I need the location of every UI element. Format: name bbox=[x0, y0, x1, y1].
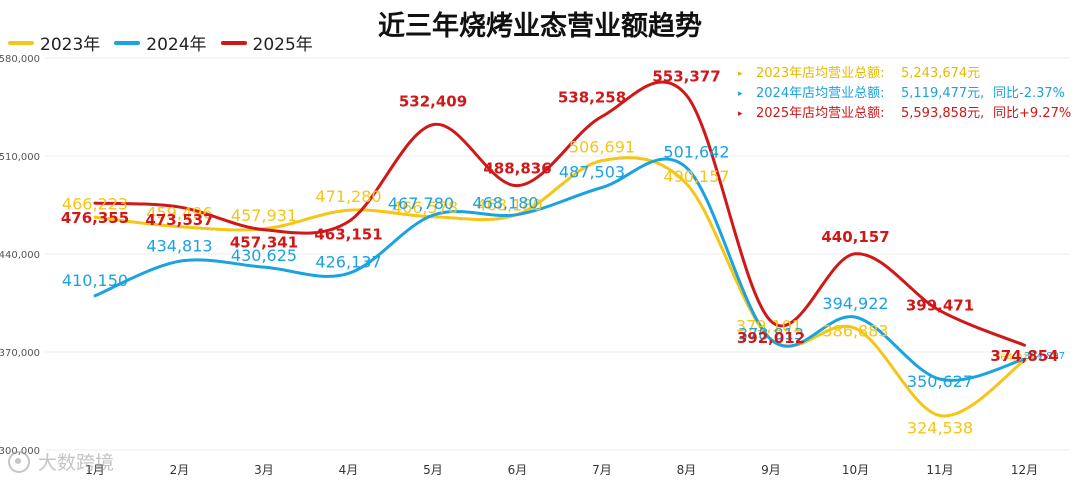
data-label: 386,883 bbox=[822, 321, 888, 340]
y-tick-label: 580,000 bbox=[0, 54, 40, 65]
series-line-2025年 bbox=[93, 80, 1026, 347]
total-row-2024: ▸ 2024年店均营业总额: 5,119,477元, 同比-2.37% bbox=[738, 84, 1071, 104]
x-tick-label: 2月 bbox=[170, 463, 190, 477]
data-label: 399,471 bbox=[906, 297, 974, 315]
watermark-text: 大数跨境 bbox=[38, 452, 115, 474]
data-label: 426,137 bbox=[315, 252, 381, 271]
data-label: 468,180 bbox=[476, 196, 542, 215]
legend-item-2023[interactable]: 2023年 bbox=[8, 30, 100, 55]
data-label: 440,157 bbox=[821, 228, 889, 246]
x-tick-label: 8月 bbox=[677, 463, 697, 477]
total-label: 2025年店均营业总额: bbox=[756, 106, 885, 121]
x-tick-label: 4月 bbox=[339, 463, 359, 477]
data-label: 466,578 bbox=[392, 198, 458, 217]
legend-label-2023: 2023年 bbox=[40, 35, 101, 55]
y-tick-label: 370,000 bbox=[0, 348, 40, 359]
bullet-icon: ▸ bbox=[738, 89, 743, 99]
x-tick-label: 12月 bbox=[1011, 463, 1038, 477]
data-label: 476,355 bbox=[61, 209, 129, 227]
totals-panel: ▸ 2023年店均营业总额: 5,243,674元 ▸ 2024年店均营业总额:… bbox=[738, 64, 1071, 124]
total-value: 5,119,477元, bbox=[901, 86, 985, 101]
data-label: 434,813 bbox=[146, 236, 212, 255]
data-label: 488,836 bbox=[483, 160, 551, 178]
data-label: 379,101 bbox=[736, 316, 802, 335]
data-label: 468,180 bbox=[472, 194, 538, 213]
data-label: 490,157 bbox=[663, 167, 729, 186]
legend-swatch-2025 bbox=[220, 40, 247, 45]
x-tick-label: 1月 bbox=[85, 463, 105, 477]
legend-swatch-2024 bbox=[114, 40, 141, 45]
data-label: 364,013 bbox=[994, 352, 1035, 363]
data-label: 487,503 bbox=[559, 162, 625, 181]
data-label: 457,931 bbox=[231, 206, 297, 225]
legend-item-2025[interactable]: 2025年 bbox=[220, 30, 313, 55]
total-label: 2023年店均营业总额: bbox=[756, 66, 885, 81]
chart-title: 近三年烧烤业态营业额趋势 bbox=[378, 11, 702, 42]
data-label: 364,897 bbox=[1024, 351, 1065, 362]
legend-swatch-2023 bbox=[8, 40, 34, 45]
y-tick-label: 440,000 bbox=[0, 250, 40, 261]
x-tick-label: 10月 bbox=[842, 463, 869, 477]
total-label: 2024年店均营业总额: bbox=[756, 86, 885, 101]
data-label: 324,538 bbox=[907, 419, 973, 438]
data-label: 473,537 bbox=[145, 211, 213, 229]
watermark: 大数跨境 bbox=[8, 448, 114, 475]
bullet-icon: ▸ bbox=[738, 69, 743, 79]
data-label: 467,780 bbox=[388, 194, 454, 213]
x-tick-label: 11月 bbox=[926, 463, 953, 477]
x-tick-label: 9月 bbox=[761, 463, 781, 477]
data-label: 459,496 bbox=[146, 204, 212, 223]
y-tick-label: 510,000 bbox=[0, 152, 40, 163]
total-yoy: 同比-2.37% bbox=[993, 86, 1065, 101]
bullet-icon: ▸ bbox=[738, 109, 743, 119]
x-tick-label: 7月 bbox=[592, 463, 612, 477]
total-row-2025: ▸ 2025年店均营业总额: 5,593,858元, 同比+9.27% bbox=[738, 104, 1071, 124]
data-label: 374,854 bbox=[990, 347, 1058, 365]
data-label: 538,258 bbox=[558, 88, 626, 106]
total-yoy: 同比+9.27% bbox=[993, 106, 1072, 121]
series-line-2023年 bbox=[93, 156, 1026, 418]
data-label: 471,280 bbox=[315, 187, 381, 206]
x-tick-label: 3月 bbox=[254, 463, 274, 477]
legend-label-2025: 2025年 bbox=[252, 35, 313, 55]
data-label: 430,625 bbox=[231, 246, 297, 265]
data-label: 506,691 bbox=[569, 138, 635, 157]
data-label: 466,223 bbox=[62, 194, 128, 213]
data-label: 532,409 bbox=[399, 93, 467, 111]
data-label: 394,922 bbox=[822, 294, 888, 313]
total-value: 5,243,674元 bbox=[901, 66, 981, 81]
series-line-2024年 bbox=[93, 157, 1026, 382]
brand-logo-icon bbox=[8, 450, 30, 473]
data-label: 350,627 bbox=[907, 372, 973, 391]
data-label: 457,341 bbox=[230, 234, 298, 252]
legend-label-2024: 2024年 bbox=[146, 35, 207, 55]
data-label: 501,642 bbox=[663, 143, 729, 162]
data-label: 378,813 bbox=[738, 325, 804, 344]
legend: 2023年 2024年 2025年 bbox=[8, 30, 313, 55]
total-row-2023: ▸ 2023年店均营业总额: 5,243,674元 bbox=[738, 64, 1071, 84]
x-tick-label: 6月 bbox=[508, 463, 528, 477]
data-label: 410,150 bbox=[62, 271, 128, 290]
total-value: 5,593,858元, bbox=[901, 106, 985, 121]
x-tick-label: 5月 bbox=[423, 463, 443, 477]
legend-item-2024[interactable]: 2024年 bbox=[114, 30, 207, 55]
data-label: 392,012 bbox=[737, 329, 805, 347]
data-label: 553,377 bbox=[652, 67, 720, 85]
data-label: 463,151 bbox=[314, 226, 382, 244]
